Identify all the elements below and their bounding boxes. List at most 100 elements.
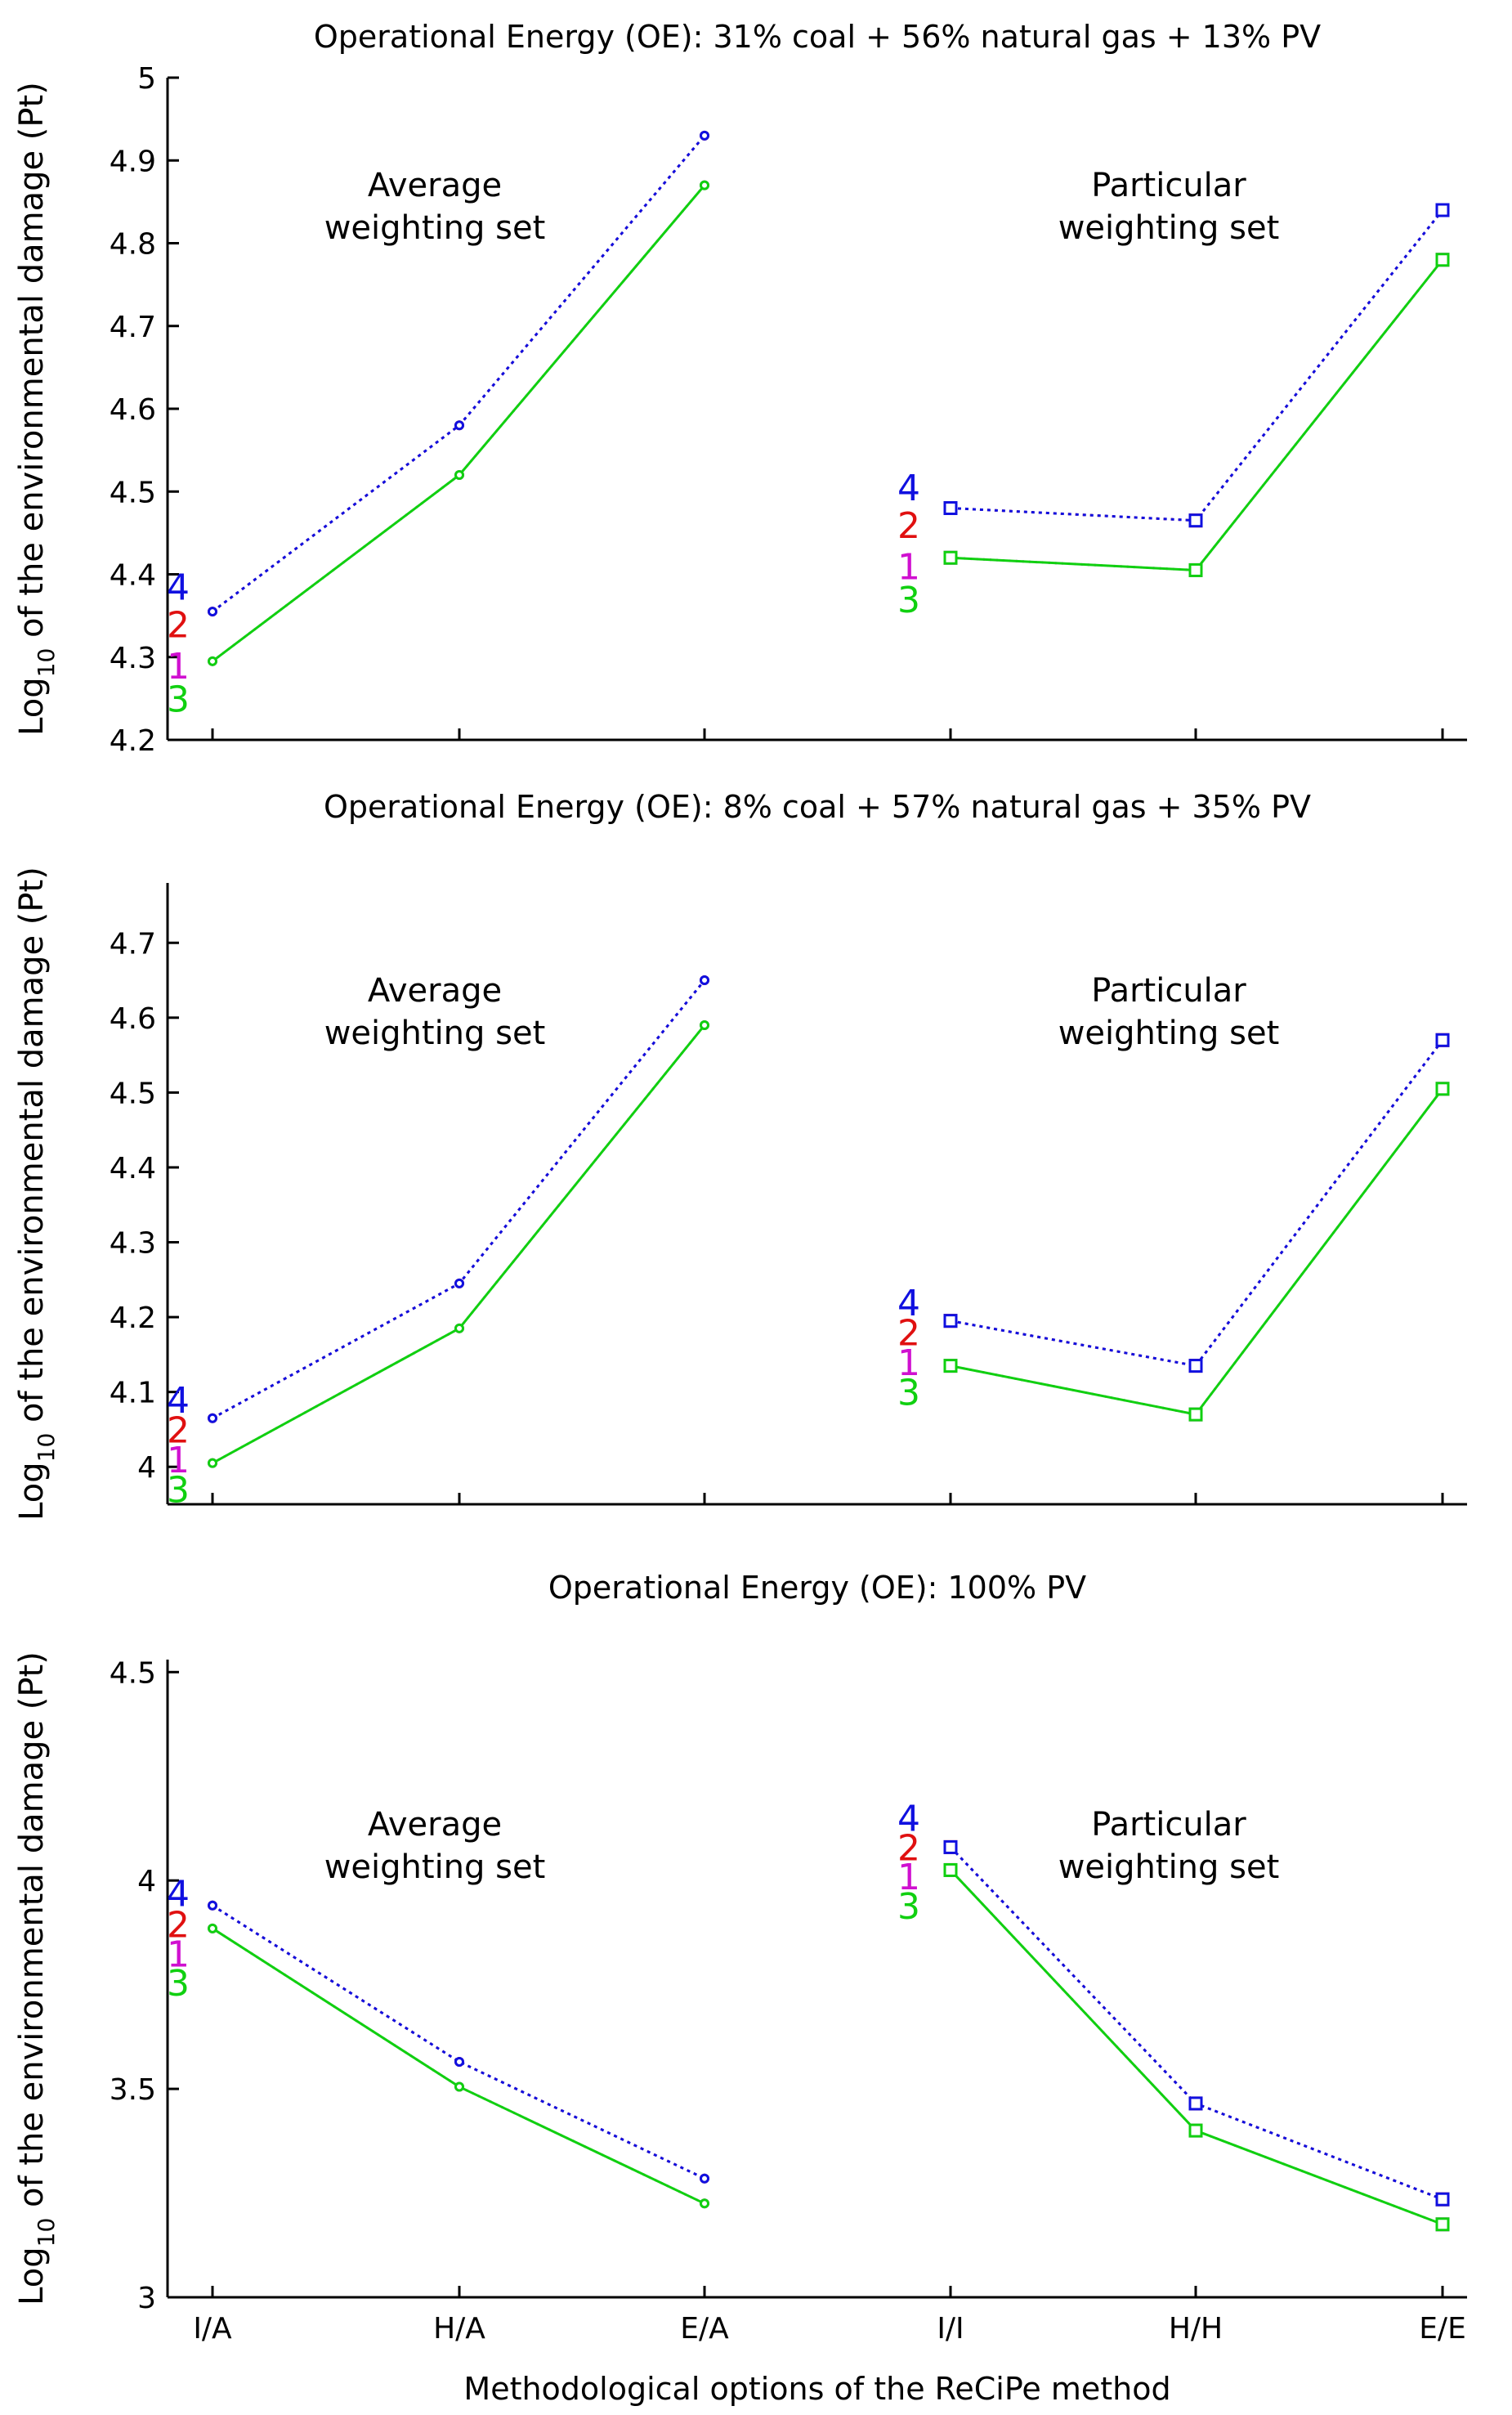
series-number-label: 1 [897,546,920,588]
series-4-line [950,209,1444,522]
series-number-label: 1 [167,1440,190,1481]
y-axis-label: Log10 of the environmental damage (Pt) [13,867,60,1521]
y-tick-label: 4 [137,1865,156,1898]
series-4-marker [1188,1359,1203,1373]
series-4-marker [700,2173,709,2184]
series-4-marker [1435,1033,1450,1047]
series-number-label: 4 [167,1380,190,1422]
group-annotation-line1: Particular [1091,1806,1246,1844]
series-3-marker [1188,1407,1203,1422]
series-2-line [212,1904,705,2180]
y-tick-label: 4.5 [110,1656,156,1690]
series-number-label: 4 [167,1873,190,1915]
group-annotation-line1: Average [368,1806,502,1844]
series-3-marker [943,550,958,565]
y-tick-label: 4.7 [110,927,156,961]
y-axis-label-prefix: Log [13,2247,51,2305]
series-number-label: 2 [167,1409,190,1451]
chart-title: Operational Energy (OE): 31% coal + 56% … [314,19,1321,55]
series-number-label: 1 [897,1857,920,1898]
y-tick-label: 4.2 [110,724,156,758]
series-4-marker [1188,513,1203,528]
series-3-marker [943,1359,958,1373]
series-2-line [950,1039,1444,1368]
y-tick-label: 4.7 [110,311,156,344]
series-3-marker [700,180,709,190]
series-4-marker [943,1839,958,1854]
y-tick-label: 4.9 [110,145,156,178]
series-number-label: 1 [167,1933,190,1975]
series-3-marker [208,656,217,666]
y-axis-label-suffix: of the environmental damage (Pt) [13,82,51,648]
y-tick-label: 4.6 [110,1002,156,1036]
series-number-label: 4 [167,567,190,609]
series-number-label: 3 [897,1373,920,1414]
series-number-label: 2 [897,1827,920,1869]
series-2-line [950,209,1444,522]
y-axis-label-suffix: of the environmental damage (Pt) [13,867,51,1433]
series-number-label: 4 [897,1283,920,1324]
y-tick-label: 4.1 [110,1377,156,1410]
y-tick-label: 3.5 [110,2073,156,2107]
x-axis-label: Methodological options of the ReCiPe met… [463,2371,1170,2407]
y-axis-label-suffix: of the environmental damage (Pt) [13,1651,51,2218]
x-tick-label: E/A [680,2312,729,2346]
series-4-line [212,1904,705,2180]
y-axis-label-subscript: 10 [33,648,60,678]
series-3-marker [1188,562,1203,577]
y-tick-label: 5 [137,62,156,96]
series-number-label: 3 [897,1886,920,1928]
series-4-marker [943,501,958,515]
series-number-label: 4 [897,468,920,509]
x-tick-label: H/A [433,2312,485,2346]
series-4-line [212,134,706,613]
y-tick-label: 4 [137,1451,156,1485]
series-4-marker [454,2056,464,2067]
group-annotation-line2: weighting set [324,209,546,247]
series-3-marker [454,1323,464,1333]
series-number-label: 1 [167,646,190,688]
y-tick-label: 4.6 [110,393,156,427]
group-annotation-line1: Average [368,167,502,204]
series-3-marker [208,1923,217,1933]
y-axis-label: Log10 of the environmental damage (Pt) [13,1651,60,2305]
y-axis-label-prefix: Log [13,1462,51,1520]
group-annotation-line1: Particular [1091,972,1246,1010]
y-axis-label-subscript: 10 [33,1433,60,1463]
y-axis-label-prefix: Log [13,677,51,735]
x-tick-label: E/E [1419,2312,1466,2346]
group-annotation-line2: weighting set [324,1015,546,1052]
group-annotation-line1: Average [368,972,502,1010]
series-number-label: 3 [167,679,190,720]
series-4-marker [454,420,464,431]
group-annotation-line1: Particular [1091,167,1246,204]
x-tick-label: I/A [193,2312,232,2346]
y-tick-label: 3 [137,2282,156,2315]
series-4-marker [1188,2096,1203,2111]
group-annotation-line2: weighting set [1058,1015,1280,1052]
series-2-line [212,134,706,613]
chart-panel-1: Operational Energy (OE): 31% coal + 56% … [13,19,1467,758]
series-4-marker [208,607,217,617]
series-4-marker [1435,203,1450,217]
series-number-label: 3 [167,1470,190,1512]
series-3-marker [208,1458,217,1468]
series-4-marker [208,1900,217,1911]
y-tick-label: 4.4 [110,559,156,593]
y-tick-label: 4.3 [110,1227,156,1261]
x-tick-label: H/H [1169,2312,1223,2346]
group-annotation-line2: weighting set [1058,1848,1280,1886]
series-number-label: 2 [167,604,190,646]
series-number-label: 4 [897,1799,920,1840]
series-4-marker [454,1278,464,1288]
series-3-marker [700,2198,709,2209]
chart-title: Operational Energy (OE): 100% PV [548,1570,1086,1606]
series-4-marker [700,975,709,986]
y-tick-label: 4.4 [110,1152,156,1185]
series-number-label: 2 [897,505,920,547]
